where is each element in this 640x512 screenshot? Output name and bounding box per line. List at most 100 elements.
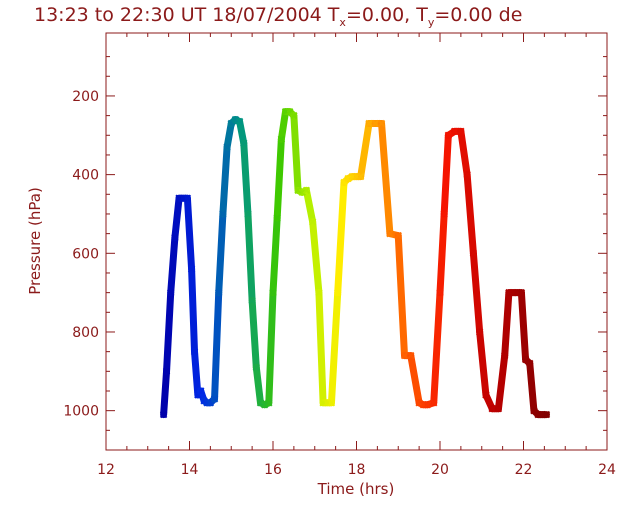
trace-segment bbox=[160, 367, 171, 419]
y-axis-label: Pressure (hPa) bbox=[26, 187, 44, 295]
data-point-marker bbox=[334, 288, 342, 297]
data-point-marker bbox=[400, 351, 409, 360]
data-point-marker bbox=[365, 119, 373, 128]
data-point-marker bbox=[542, 410, 551, 419]
data-point-marker bbox=[167, 288, 175, 297]
data-point-marker bbox=[183, 194, 192, 202]
data-point-marker bbox=[423, 401, 432, 409]
data-point-marker bbox=[265, 399, 273, 407]
data-point-marker bbox=[377, 119, 386, 128]
data-point-marker bbox=[457, 127, 465, 136]
x-axis-label: Time (hrs) bbox=[317, 480, 395, 498]
trace-segment bbox=[457, 127, 471, 179]
data-point-marker bbox=[394, 231, 402, 240]
chart-title-ty-sub: y bbox=[428, 16, 435, 29]
data-point-marker bbox=[252, 363, 261, 372]
trace-segment bbox=[430, 289, 444, 407]
data-point-marker bbox=[298, 188, 306, 197]
data-point-marker bbox=[277, 135, 286, 143]
x-tick-label: 20 bbox=[431, 462, 449, 478]
trace-segment bbox=[407, 352, 423, 407]
trace-segment bbox=[211, 289, 223, 403]
data-point-marker bbox=[327, 399, 336, 407]
trace-segment bbox=[517, 289, 530, 364]
data-point-marker bbox=[475, 328, 484, 336]
trace-segment bbox=[463, 171, 477, 257]
x-axis-tick-labels: 12 14 16 18 20 22 24 bbox=[97, 462, 616, 478]
chart-title-tx-sub: x bbox=[339, 16, 346, 29]
trace-segment bbox=[440, 131, 452, 218]
trace-segment bbox=[171, 194, 183, 242]
data-point-marker bbox=[494, 404, 503, 413]
x-tick-label: 18 bbox=[348, 462, 366, 478]
trace-segment bbox=[183, 194, 196, 273]
data-point-marker bbox=[440, 210, 448, 218]
y-tick-label: 800 bbox=[72, 325, 99, 341]
data-point-marker bbox=[415, 399, 423, 407]
trace-segment bbox=[248, 297, 260, 371]
trace-segment bbox=[334, 178, 348, 297]
trace-segment bbox=[357, 119, 373, 181]
trace-segment bbox=[469, 249, 484, 336]
trace-segment bbox=[191, 348, 202, 399]
data-point-marker bbox=[444, 131, 453, 139]
data-point-marker bbox=[430, 399, 438, 407]
trace-segment bbox=[378, 119, 394, 238]
data-point-marker bbox=[162, 367, 171, 376]
data-point-marker bbox=[294, 186, 302, 195]
data-point-marker bbox=[256, 399, 265, 407]
data-point-marker bbox=[526, 359, 534, 368]
trace-segment bbox=[188, 265, 199, 356]
pressure-trace bbox=[160, 108, 550, 419]
data-point-marker bbox=[210, 395, 219, 403]
data-point-marker bbox=[190, 347, 199, 356]
data-point-marker bbox=[315, 288, 323, 297]
data-point-marker bbox=[219, 210, 227, 218]
data-point-marker bbox=[463, 170, 471, 179]
data-point-marker bbox=[248, 296, 256, 305]
y-tick-label: 1000 bbox=[63, 404, 99, 420]
data-point-marker bbox=[450, 127, 459, 136]
pressure-trace-markers bbox=[159, 107, 551, 419]
data-point-marker bbox=[197, 387, 205, 395]
x-tick-label: 22 bbox=[515, 462, 533, 478]
data-point-marker bbox=[501, 351, 509, 360]
trace-segment bbox=[315, 289, 327, 407]
data-point-marker bbox=[215, 288, 223, 297]
trace-segment bbox=[302, 186, 317, 226]
y-axis-tick-labels: 200 400 600 800 1000 bbox=[63, 89, 99, 420]
trace-segment bbox=[290, 112, 302, 194]
trace-segment bbox=[219, 143, 231, 218]
data-point-marker bbox=[240, 139, 248, 147]
chart-title-mid: =0.00, T bbox=[346, 4, 428, 26]
trace-segment bbox=[494, 352, 509, 413]
trace-segment bbox=[501, 289, 513, 360]
data-point-marker bbox=[344, 174, 352, 183]
data-point-marker bbox=[159, 410, 168, 419]
data-point-marker bbox=[269, 288, 277, 297]
trace-segment bbox=[476, 328, 490, 399]
data-point-marker bbox=[260, 401, 269, 409]
x-tick-label: 16 bbox=[264, 462, 282, 478]
trace-segment bbox=[236, 118, 248, 147]
trace-segment bbox=[309, 218, 323, 297]
trace-segment bbox=[240, 139, 252, 218]
chart-title: 13:23 to 22:30 UT 18/07/2004 Tx=0.00, Ty… bbox=[34, 4, 522, 29]
x-axis-ticks bbox=[105, 33, 608, 450]
trace-segment bbox=[265, 289, 277, 407]
trace-segment bbox=[244, 210, 256, 305]
y-tick-label: 200 bbox=[72, 89, 99, 105]
data-point-marker bbox=[517, 288, 526, 297]
trace-segment bbox=[436, 210, 448, 297]
data-point-marker bbox=[223, 143, 231, 151]
y-tick-label: 400 bbox=[72, 168, 99, 184]
data-point-marker bbox=[308, 218, 317, 226]
data-point-marker bbox=[482, 391, 490, 399]
data-point-marker bbox=[187, 265, 196, 273]
y-tick-label: 600 bbox=[72, 246, 99, 262]
data-point-marker bbox=[386, 229, 394, 238]
trace-segment bbox=[167, 234, 179, 297]
trace-segment bbox=[269, 214, 281, 297]
trace-segment bbox=[327, 289, 342, 407]
